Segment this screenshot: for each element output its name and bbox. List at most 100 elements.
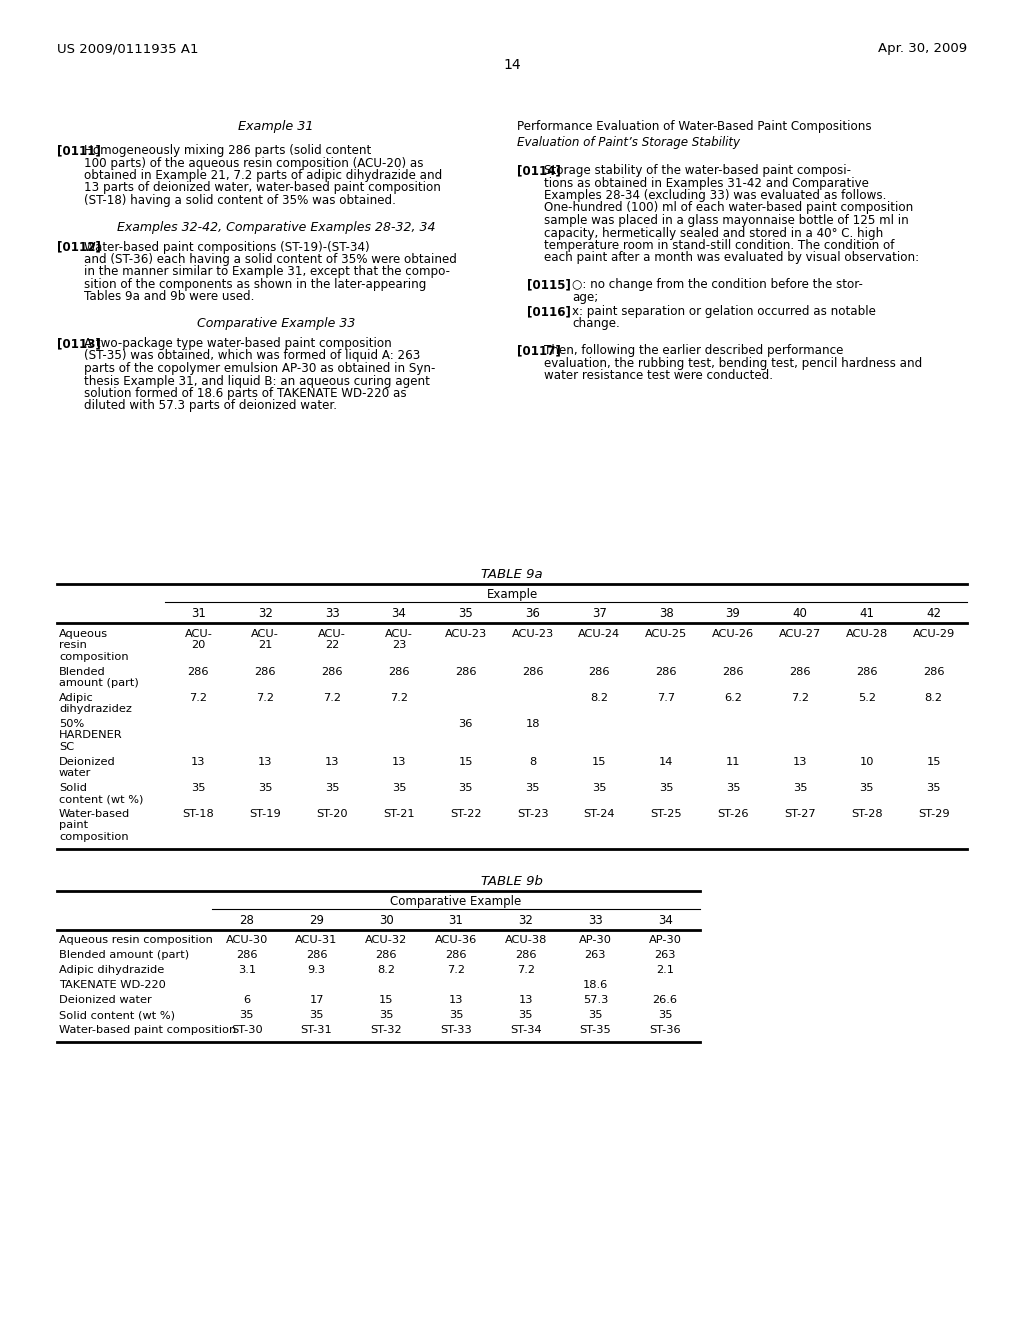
Text: 21: 21	[258, 640, 272, 651]
Text: ST-34: ST-34	[510, 1026, 542, 1035]
Text: [0116]: [0116]	[527, 305, 570, 318]
Text: 7.2: 7.2	[447, 965, 465, 975]
Text: temperature room in stand-still condition. The condition of: temperature room in stand-still conditio…	[544, 239, 895, 252]
Text: US 2009/0111935 A1: US 2009/0111935 A1	[57, 42, 199, 55]
Text: thesis Example 31, and liquid B: an aqueous curing agent: thesis Example 31, and liquid B: an aque…	[84, 375, 430, 388]
Text: 30: 30	[379, 913, 393, 927]
Text: 26.6: 26.6	[652, 995, 678, 1005]
Text: Adipic: Adipic	[59, 693, 94, 704]
Text: 35: 35	[859, 783, 874, 793]
Text: 9.3: 9.3	[307, 965, 326, 975]
Text: 7.2: 7.2	[256, 693, 274, 704]
Text: capacity, hermetically sealed and stored in a 40° C. high: capacity, hermetically sealed and stored…	[544, 227, 884, 239]
Text: 286: 286	[306, 950, 328, 960]
Text: Examples 28-34 (excluding 33) was evaluated as follows.: Examples 28-34 (excluding 33) was evalua…	[544, 189, 887, 202]
Text: AP-30: AP-30	[648, 935, 682, 945]
Text: 35: 35	[191, 783, 206, 793]
Text: ST-33: ST-33	[440, 1026, 472, 1035]
Text: evaluation, the rubbing test, bending test, pencil hardness and: evaluation, the rubbing test, bending te…	[544, 356, 923, 370]
Text: 23: 23	[392, 640, 407, 651]
Text: SC: SC	[59, 742, 74, 752]
Text: age;: age;	[572, 290, 598, 304]
Text: ACU-36: ACU-36	[435, 935, 477, 945]
Text: obtained in Example 21, 7.2 parts of adipic dihydrazide and: obtained in Example 21, 7.2 parts of adi…	[84, 169, 442, 182]
Text: 22: 22	[325, 640, 339, 651]
Text: (ST-35) was obtained, which was formed of liquid A: 263: (ST-35) was obtained, which was formed o…	[84, 350, 421, 363]
Text: 7.2: 7.2	[791, 693, 809, 704]
Text: 6.2: 6.2	[724, 693, 742, 704]
Text: Apr. 30, 2009: Apr. 30, 2009	[878, 42, 967, 55]
Text: ST-28: ST-28	[851, 809, 883, 818]
Text: Blended: Blended	[59, 667, 105, 677]
Text: Deionized water: Deionized water	[59, 995, 152, 1005]
Text: 14: 14	[659, 756, 674, 767]
Text: 35: 35	[726, 783, 740, 793]
Text: ACU-30: ACU-30	[225, 935, 268, 945]
Text: 35: 35	[449, 1010, 463, 1020]
Text: 35: 35	[592, 783, 606, 793]
Text: 286: 286	[655, 667, 677, 677]
Text: TABLE 9a: TABLE 9a	[481, 568, 543, 581]
Text: 33: 33	[325, 607, 340, 620]
Text: 286: 286	[322, 667, 343, 677]
Text: Aqueous: Aqueous	[59, 630, 109, 639]
Text: 13: 13	[325, 756, 339, 767]
Text: Water-based paint compositions (ST-19)-(ST-34): Water-based paint compositions (ST-19)-(…	[84, 240, 370, 253]
Text: 35: 35	[459, 783, 473, 793]
Text: ACU-26: ACU-26	[712, 630, 754, 639]
Text: 263: 263	[654, 950, 676, 960]
Text: 35: 35	[459, 607, 473, 620]
Text: ACU-: ACU-	[385, 630, 413, 639]
Text: 7.2: 7.2	[324, 693, 341, 704]
Text: 13 parts of deionized water, water-based paint composition: 13 parts of deionized water, water-based…	[84, 181, 441, 194]
Text: ST-27: ST-27	[784, 809, 816, 818]
Text: 34: 34	[657, 913, 673, 927]
Text: Tables 9a and 9b were used.: Tables 9a and 9b were used.	[84, 290, 254, 304]
Text: 29: 29	[309, 913, 324, 927]
Text: ST-18: ST-18	[182, 809, 214, 818]
Text: 2.1: 2.1	[656, 965, 674, 975]
Text: 7.2: 7.2	[189, 693, 208, 704]
Text: 286: 286	[376, 950, 397, 960]
Text: 263: 263	[585, 950, 606, 960]
Text: ST-36: ST-36	[649, 1026, 681, 1035]
Text: Adipic dihydrazide: Adipic dihydrazide	[59, 965, 164, 975]
Text: ○: no change from the condition before the stor-: ○: no change from the condition before t…	[572, 279, 863, 290]
Text: 35: 35	[391, 783, 407, 793]
Text: Examples 32-42, Comparative Examples 28-32, 34: Examples 32-42, Comparative Examples 28-…	[117, 220, 435, 234]
Text: One-hundred (100) ml of each water-based paint composition: One-hundred (100) ml of each water-based…	[544, 202, 913, 214]
Text: 35: 35	[659, 783, 674, 793]
Text: Aqueous resin composition: Aqueous resin composition	[59, 935, 213, 945]
Text: 13: 13	[258, 756, 272, 767]
Text: 31: 31	[191, 607, 206, 620]
Text: [0117]: [0117]	[517, 345, 561, 356]
Text: 286: 286	[455, 667, 476, 677]
Text: 35: 35	[518, 1010, 532, 1020]
Text: 286: 286	[515, 950, 537, 960]
Text: ACU-: ACU-	[251, 630, 280, 639]
Text: 15: 15	[379, 995, 393, 1005]
Text: in the manner similar to Example 31, except that the compo-: in the manner similar to Example 31, exc…	[84, 265, 450, 279]
Text: Solid: Solid	[59, 783, 87, 793]
Text: ST-26: ST-26	[718, 809, 749, 818]
Text: 40: 40	[793, 607, 807, 620]
Text: ACU-27: ACU-27	[779, 630, 821, 639]
Text: ACU-23: ACU-23	[444, 630, 486, 639]
Text: 7.2: 7.2	[517, 965, 535, 975]
Text: 57.3: 57.3	[583, 995, 608, 1005]
Text: 42: 42	[926, 607, 941, 620]
Text: Example: Example	[486, 587, 538, 601]
Text: 286: 286	[923, 667, 944, 677]
Text: ACU-29: ACU-29	[912, 630, 954, 639]
Text: sition of the components as shown in the later-appearing: sition of the components as shown in the…	[84, 279, 426, 290]
Text: Solid content (wt %): Solid content (wt %)	[59, 1010, 175, 1020]
Text: ST-29: ST-29	[918, 809, 949, 818]
Text: 13: 13	[449, 995, 463, 1005]
Text: ACU-32: ACU-32	[366, 935, 408, 945]
Text: 35: 35	[525, 783, 540, 793]
Text: amount (part): amount (part)	[59, 678, 138, 689]
Text: 13: 13	[391, 756, 407, 767]
Text: 6: 6	[244, 995, 251, 1005]
Text: TAKENATE WD-220: TAKENATE WD-220	[59, 979, 166, 990]
Text: 5.2: 5.2	[858, 693, 876, 704]
